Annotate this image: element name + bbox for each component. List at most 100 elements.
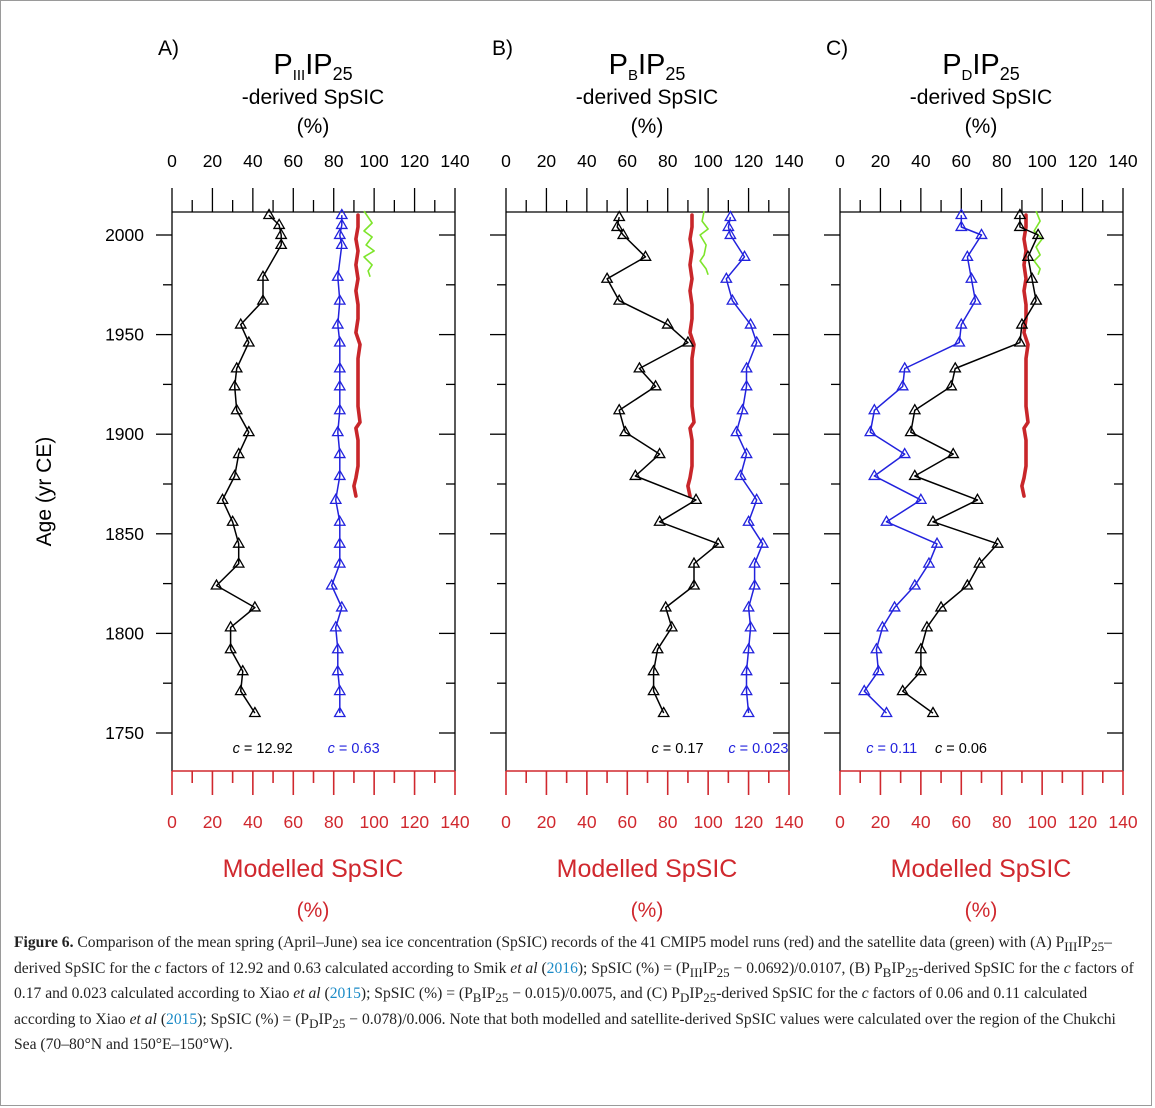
bottom-tick-label: 140 xyxy=(774,812,803,832)
blue-data-point xyxy=(333,379,347,391)
satellite-line xyxy=(699,210,709,276)
bottom-tick-label: 40 xyxy=(577,812,597,832)
black-data-point xyxy=(659,600,673,612)
bottom-tick-label: 80 xyxy=(992,812,1012,832)
black-data-point xyxy=(681,335,695,347)
caption-text: ( xyxy=(537,959,547,977)
caption-text: factors of 0.17 and 0.023 calculated acc… xyxy=(14,959,1134,1003)
black-data-point xyxy=(262,208,276,220)
blue-data-point xyxy=(863,425,877,437)
top-tick-label: 60 xyxy=(618,151,638,171)
black-data-point xyxy=(230,403,244,415)
caption-text: -derived SpSIC for the xyxy=(716,985,862,1003)
bottom-tick-label: 20 xyxy=(203,812,223,832)
y-tick-label: 1800 xyxy=(105,623,144,643)
caption-subscript: D xyxy=(679,990,690,1006)
panel-title-part: III xyxy=(293,67,306,84)
bottom-tick-label: 100 xyxy=(694,812,723,832)
bottom-tick-label: 20 xyxy=(537,812,557,832)
c-factor-label: c = 0.63 xyxy=(328,741,380,757)
blue-series-line xyxy=(863,215,983,714)
blue-data-point xyxy=(748,578,761,590)
blue-data-point xyxy=(333,556,347,568)
black-data-point xyxy=(649,379,662,391)
blue-data-point xyxy=(876,620,889,632)
blue-data-point xyxy=(736,403,749,415)
top-tick-label: 40 xyxy=(243,151,263,171)
black-data-point xyxy=(908,403,922,415)
black-data-point xyxy=(657,706,670,718)
bottom-axis-label-unit: (%) xyxy=(965,899,998,922)
blue-data-point xyxy=(742,514,755,526)
black-data-point xyxy=(610,220,624,232)
blue-data-point xyxy=(750,335,763,347)
caption-subscript: B xyxy=(472,990,482,1006)
c-symbol: c xyxy=(866,741,874,757)
caption-subscript: 25 xyxy=(905,964,919,980)
reference-link-2015b[interactable]: 2015 xyxy=(166,1010,198,1028)
black-data-point xyxy=(1029,293,1043,305)
panel-title-line2: -derived SpSIC xyxy=(242,86,384,109)
black-data-point xyxy=(1015,317,1029,329)
caption-subscript: 25 xyxy=(332,1015,346,1031)
top-tick-label: 100 xyxy=(1028,151,1057,171)
y-tick-label: 1900 xyxy=(105,424,144,444)
c-symbol: c xyxy=(233,741,241,757)
caption-text: IP xyxy=(891,959,906,977)
panel-title-part: IP xyxy=(638,49,665,81)
panel-title-part: B xyxy=(628,67,638,84)
black-data-point xyxy=(647,664,660,676)
satellite-line xyxy=(363,210,375,278)
y-tick-label: 1950 xyxy=(105,325,144,345)
caption-text: ); SpSIC (%) = (P xyxy=(360,985,473,1003)
black-data-point xyxy=(256,293,270,305)
caption-italic: et al xyxy=(510,959,538,977)
caption-subscript: III xyxy=(1064,939,1078,955)
blue-data-point xyxy=(329,493,343,505)
blue-data-point xyxy=(868,469,881,481)
bottom-axis-label-unit: (%) xyxy=(297,899,330,922)
panel-3: C) PDIP25-derived SpSIC (%) 0 20 40 60 80 100 120… xyxy=(824,37,1138,922)
c-value: = 0.17 xyxy=(659,741,704,757)
top-tick-label: 20 xyxy=(537,151,557,171)
reference-link-2015a[interactable]: 2015 xyxy=(329,985,361,1003)
black-data-point xyxy=(1013,335,1027,347)
black-data-point xyxy=(687,578,701,590)
caption-text: − 0.078)/0.006. Note that both modelled … xyxy=(14,1010,1116,1054)
bottom-tick-label: 120 xyxy=(734,812,763,832)
bottom-tick-label: 40 xyxy=(243,812,263,832)
black-series-line xyxy=(606,216,720,714)
caption-text: IP xyxy=(318,1010,333,1028)
blue-data-point xyxy=(748,556,761,568)
caption-text: factors of 0.06 and 0.11 calculated acco… xyxy=(14,985,1088,1028)
bottom-tick-label: 80 xyxy=(324,812,344,832)
black-data-point xyxy=(248,706,262,718)
blue-data-point xyxy=(740,379,753,391)
blue-data-point xyxy=(333,536,347,548)
panel-title-part: D xyxy=(962,67,973,84)
top-tick-label: 120 xyxy=(400,151,429,171)
c-value: = 12.92 xyxy=(240,741,293,757)
reference-link-2016[interactable]: 2016 xyxy=(546,959,578,977)
caption-subscript: 25 xyxy=(495,990,509,1006)
caption-italic: et al xyxy=(293,985,321,1003)
blue-data-point xyxy=(888,600,901,612)
black-data-point xyxy=(230,361,244,373)
black-data-point xyxy=(1021,250,1035,261)
c-factor-label: c = 0.023 xyxy=(728,741,788,757)
black-data-point xyxy=(600,271,614,283)
black-data-point xyxy=(653,447,666,459)
blue-data-point xyxy=(975,228,988,240)
panel-title: PBIP25 xyxy=(609,49,686,84)
blue-data-point xyxy=(952,335,966,347)
caption-text: –derived SpSIC for the xyxy=(14,934,1112,977)
black-data-point xyxy=(216,493,229,505)
black-data-point xyxy=(971,493,984,505)
panel-title-line3: (%) xyxy=(965,115,998,138)
panel-title-line2: -derived SpSIC xyxy=(910,86,1052,109)
bottom-tick-label: 40 xyxy=(911,812,931,832)
panel-title-part: IP xyxy=(972,49,999,81)
blue-data-point xyxy=(333,469,347,481)
c-factor-label: c = 0.11 xyxy=(866,741,917,757)
c-factor-label: c = 0.06 xyxy=(935,741,987,757)
